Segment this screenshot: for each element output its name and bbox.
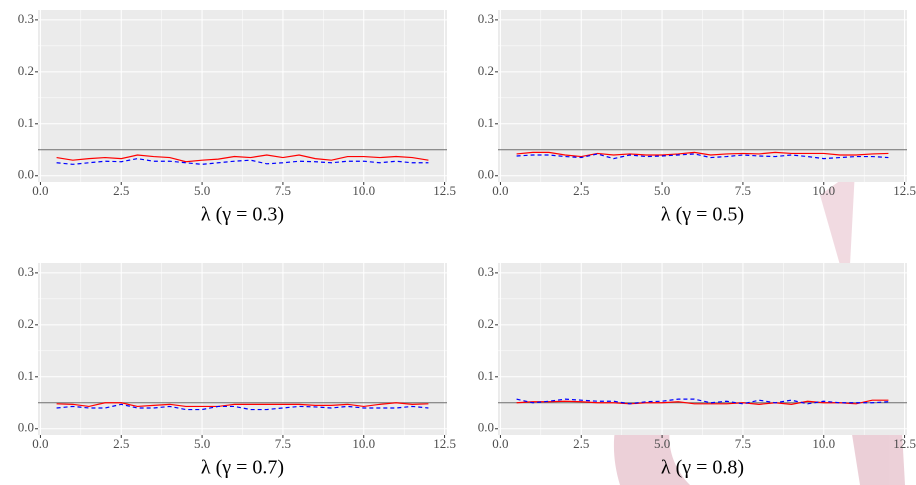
x-tick-label: 5.0 [654,436,670,451]
x-tick-label: 12.5 [893,183,916,198]
x-tick-label: 10.0 [352,183,375,198]
x-tick-label: 5.0 [194,436,210,451]
panel: 0.0 2.5 5.0 7.5 10.0 12.5 0.0 0.1 0.2 0.3 λ (γ = 0… [478,263,916,479]
x-tick-label: 0.0 [492,183,508,198]
y-tick-label: 0.0 [18,167,34,182]
x-tick-label: 2.5 [113,183,129,198]
x-tick-label: 12.5 [893,436,916,451]
y-tick-label: 0.1 [18,115,34,130]
x-tick-label: 2.5 [573,436,589,451]
x-tick-label: 12.5 [433,183,456,198]
y-tick-label: 0.1 [478,115,494,130]
x-tick-label: 2.5 [573,183,589,198]
y-tick-label: 0.0 [478,167,494,182]
y-tick-label: 0.2 [18,63,34,78]
x-tick-label: 0.0 [492,436,508,451]
x-axis-label: λ (γ = 0.8) [661,457,744,479]
chart: 0.0 2.5 5.0 7.5 10.0 12.5 0.0 0.1 0.2 0.3 λ (γ = 0… [0,0,916,485]
y-tick-label: 0.3 [18,11,34,26]
x-tick-label: 7.5 [735,183,751,198]
x-tick-label: 10.0 [812,183,835,198]
y-tick-label: 0.2 [18,316,34,331]
panel: 0.0 2.5 5.0 7.5 10.0 12.5 0.0 0.1 0.2 0.3 λ (γ = 0… [18,10,456,226]
x-tick-label: 12.5 [433,436,456,451]
x-tick-label: 10.0 [812,436,835,451]
y-tick-label: 0.0 [478,420,494,435]
y-tick-label: 0.1 [478,368,494,383]
x-tick-label: 5.0 [194,183,210,198]
x-tick-label: 10.0 [352,436,375,451]
page: 0.0 2.5 5.0 7.5 10.0 12.5 0.0 0.1 0.2 0.3 λ (γ = 0… [0,0,916,485]
y-tick-label: 0.2 [478,316,494,331]
panel: 0.0 2.5 5.0 7.5 10.0 12.5 0.0 0.1 0.2 0.3 λ (γ = 0… [18,263,456,479]
x-tick-label: 0.0 [32,436,48,451]
y-tick-label: 0.2 [478,63,494,78]
y-tick-label: 0.0 [18,420,34,435]
x-tick-label: 7.5 [275,183,291,198]
y-tick-label: 0.3 [478,264,494,279]
x-axis-label: λ (γ = 0.5) [661,204,744,226]
x-tick-label: 7.5 [275,436,291,451]
x-axis-label: λ (γ = 0.7) [201,457,284,479]
x-tick-label: 5.0 [654,183,670,198]
y-tick-label: 0.3 [478,11,494,26]
x-tick-label: 7.5 [735,436,751,451]
x-tick-label: 0.0 [32,183,48,198]
y-tick-label: 0.1 [18,368,34,383]
x-axis-label: λ (γ = 0.3) [201,204,284,226]
x-tick-label: 2.5 [113,436,129,451]
y-tick-label: 0.3 [18,264,34,279]
